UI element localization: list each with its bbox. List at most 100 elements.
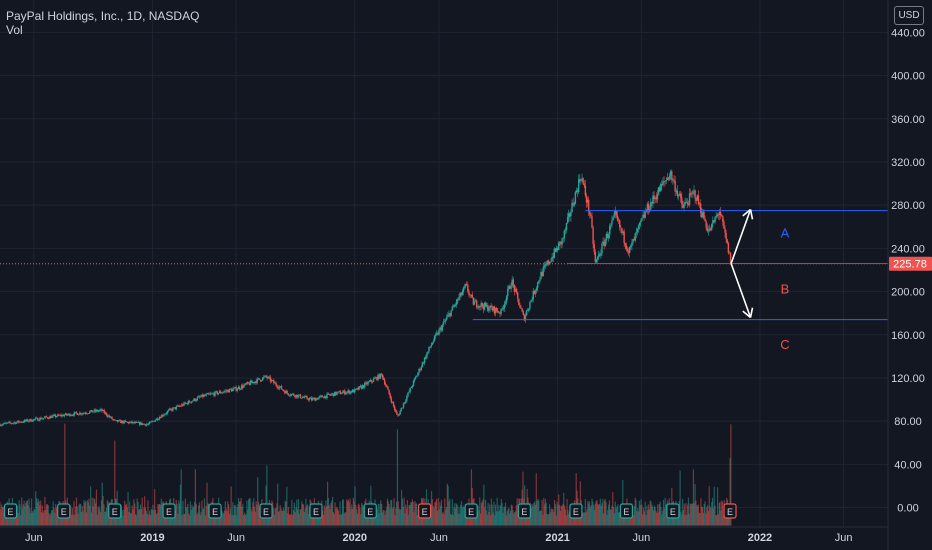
volume-bar (193, 506, 195, 526)
volume-bar (603, 513, 605, 526)
candle-body (670, 171, 672, 176)
candle-body (334, 391, 336, 397)
volume-bar (604, 499, 606, 526)
volume-bar (205, 505, 207, 526)
volume-bar (692, 503, 694, 526)
candle-body (459, 292, 461, 298)
candle-body (490, 305, 492, 308)
candle-body (357, 388, 359, 390)
currency-button[interactable]: USD (894, 6, 924, 25)
volume-bar (585, 512, 587, 526)
candle-body (505, 296, 508, 302)
volume-bar (260, 513, 262, 526)
candle-body (559, 241, 561, 244)
candle-body (2, 423, 5, 425)
volume-bar (90, 512, 93, 526)
volume-bar (463, 507, 465, 526)
volume-bar (590, 505, 592, 526)
volume-bar (79, 503, 81, 526)
candle-body (381, 374, 384, 378)
volume-bar (160, 498, 162, 526)
arrow-head-1 (742, 310, 752, 319)
price-axis-ticks: 440.00 400.00 360.00 320.00 280.00 240.00 200.… (891, 27, 925, 514)
volume-bar (556, 501, 558, 526)
earnings-marker-2 (108, 503, 122, 519)
volume-bar (391, 499, 393, 526)
volume-bar (278, 510, 280, 526)
volume-bar (299, 509, 301, 526)
volume-bar (238, 501, 241, 526)
candle-body (341, 392, 344, 394)
volume-bar (525, 513, 527, 526)
volume-bar (476, 512, 478, 526)
candle-body (161, 414, 163, 418)
candle-body (523, 314, 526, 321)
candle-body (113, 419, 115, 421)
volume-bar (223, 510, 226, 526)
candle-body (451, 306, 454, 311)
horizontal-levels[interactable] (472, 210, 888, 321)
candle-body (120, 420, 122, 423)
candle-body (633, 239, 635, 241)
volume-bar (354, 486, 356, 526)
volume-bar (450, 515, 453, 526)
candle-body (403, 402, 406, 404)
candle-body (712, 220, 714, 224)
candle-body (367, 381, 369, 385)
candle-body (326, 393, 328, 398)
volume-bar (489, 504, 491, 526)
volume-bar (346, 501, 349, 526)
candle-body (102, 410, 104, 412)
volume-bar (722, 515, 724, 526)
volume-bar (360, 514, 362, 526)
candle-body (489, 305, 491, 310)
candle-body (550, 261, 552, 263)
candle-body (137, 422, 140, 423)
volume-bar (125, 503, 127, 526)
candle-body (308, 398, 311, 401)
volume-bar (290, 514, 292, 526)
projection-arrows[interactable] (730, 208, 754, 319)
volume-bar (72, 514, 74, 526)
volume-bar (659, 501, 661, 526)
volume-bar (319, 513, 321, 526)
volume-bar (351, 508, 354, 526)
candle-body (533, 290, 536, 294)
candle-body (701, 212, 703, 218)
candle-body (575, 190, 578, 193)
candle-body (141, 422, 143, 425)
volume-bar (329, 508, 331, 526)
volume-bar (135, 515, 137, 526)
candle-body (82, 413, 84, 414)
candle-body (31, 421, 33, 423)
candle-body (456, 299, 458, 305)
earnings-marker-label-11: E (573, 507, 579, 517)
candle-body (388, 389, 390, 395)
volume-bar (183, 513, 186, 526)
volume-bar (437, 498, 439, 526)
volume-bar (447, 485, 449, 526)
candle-body (143, 423, 145, 425)
candle-body (692, 191, 694, 194)
earnings-marker-3 (162, 503, 176, 519)
candle-body (434, 334, 437, 336)
candle-body (651, 202, 653, 204)
volume-bar (239, 501, 241, 526)
volume-bar (156, 512, 158, 526)
volume-bar (649, 500, 651, 526)
volume-bar (154, 509, 157, 526)
volume-bar (710, 508, 712, 526)
volume-bar (145, 510, 147, 526)
candle-body (368, 381, 370, 383)
volume-bar (282, 507, 285, 526)
earnings-marker-label-8: E (422, 507, 428, 517)
volume-bar (200, 511, 202, 526)
candle-body (619, 220, 621, 228)
candle-body (591, 216, 593, 228)
candle-body (540, 271, 542, 280)
volume-bar (345, 512, 347, 526)
candle-body (318, 396, 320, 398)
candle-body (21, 421, 23, 423)
